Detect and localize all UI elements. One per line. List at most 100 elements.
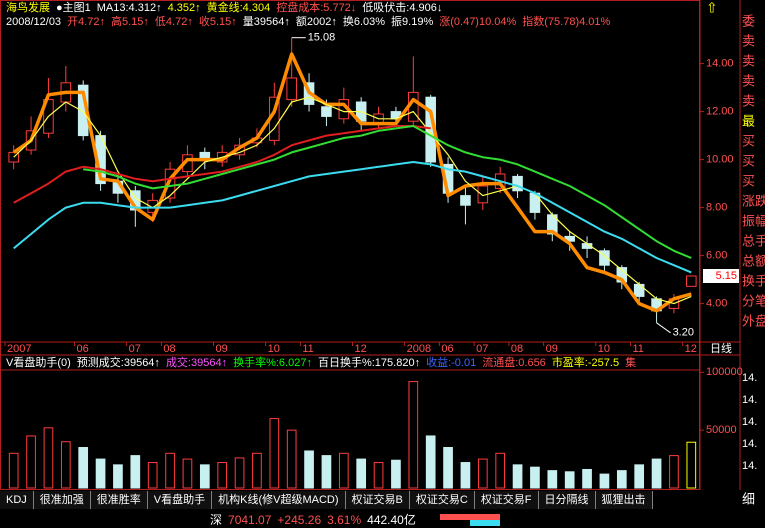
volume-bar [564, 471, 575, 489]
volume-bar [686, 441, 697, 489]
indicator-line [83, 125, 692, 259]
status-bar [470, 520, 500, 526]
panel-label: 细 [742, 491, 755, 506]
header-line: 海鸟发展 ●主图1 MA13:4.312↑ 4.352↑ 黄金线:4.304 控盘成本:5… [6, 1, 448, 15]
volume-bar [391, 459, 401, 489]
info-text: 指数(75.78)4.01% [522, 16, 611, 28]
panel-label: 卖 [742, 73, 755, 88]
panel-label: 卖 [742, 53, 755, 68]
info-text: V看盘助手(0) [6, 357, 71, 369]
panel-value: 14. [742, 372, 757, 384]
volume-bar [286, 429, 297, 489]
icon[interactable]: ⇧ [706, 0, 718, 16]
status-bar: 深 7041.07 +245.26 3.61% 442.40亿 [210, 511, 422, 528]
volume-bar [217, 462, 228, 489]
candle-body [164, 168, 176, 199]
volume-bar [113, 464, 123, 489]
x-tick-label: 08 [511, 343, 523, 355]
tab[interactable]: 狐狸出击 [595, 491, 653, 509]
volume-bar [669, 455, 679, 489]
tab[interactable]: 很准胜率 [90, 491, 148, 509]
info-text: 深 [210, 513, 223, 527]
annotation: 3.20 [673, 327, 694, 339]
volume-bar [408, 381, 419, 489]
volume-bar [651, 458, 662, 489]
indicator-line [13, 96, 692, 305]
candle-body [686, 275, 697, 287]
volume-header: V看盘助手(0) 预测成交:39564↑ 成交:39564↑ 换手率%:6.027↑ 百… [6, 356, 642, 370]
tab[interactable]: V看盘助手 [147, 491, 213, 509]
indicator-line [13, 161, 692, 274]
panel-label: 买 [742, 153, 755, 168]
info-text: 3.61% [327, 513, 362, 527]
info-text: 额2002↑ [295, 16, 337, 28]
panel-label: 最 [742, 113, 755, 128]
volume-bar [530, 466, 540, 489]
info-text: 集 [625, 357, 637, 369]
info-text: 换6.03% [342, 16, 386, 28]
x-tick-label: 06 [441, 343, 453, 355]
tab[interactable]: 权证交易B [345, 491, 410, 509]
x-tick-label: 12 [355, 343, 367, 355]
x-tick-label: 10 [268, 343, 280, 355]
tab[interactable]: KDJ [0, 491, 34, 509]
panel-label: 振幅 [742, 213, 765, 228]
tab[interactable]: 权证交易C [409, 491, 475, 509]
y-tick-label: 100000 [706, 366, 743, 378]
panel-label: 卖 [742, 93, 755, 108]
volume-bar [616, 470, 627, 489]
price-tag-label: 5.15 [716, 270, 737, 282]
volume-bar [95, 458, 106, 489]
info-text: 高5.15↑ [110, 16, 149, 28]
candle-body [460, 195, 471, 206]
volume-bar [495, 452, 506, 489]
tab[interactable]: 很准加强 [33, 491, 91, 509]
x-tick-label: 2008 [407, 343, 431, 355]
x-tick-label: 08 [163, 343, 175, 355]
panel-value: 14. [742, 394, 757, 406]
panel-label: 总额 [742, 253, 765, 268]
x-tick-label: 11 [302, 343, 313, 355]
x-tick-label: 09 [546, 343, 558, 355]
volume-bar [269, 418, 280, 489]
y-tick-label: 50000 [706, 424, 737, 436]
info-text: 涨(0.47)10.04% [439, 16, 517, 28]
y-tick-label: 14.00 [706, 58, 734, 70]
y-tick-label: 6.00 [706, 250, 727, 262]
volume-bar [78, 447, 89, 489]
info-text: MA13:4.312↑ [96, 2, 162, 14]
info-text: 市盈率:-257.5 [551, 357, 620, 369]
panel-label: 卖 [742, 33, 755, 48]
indicator-line [12, 52, 692, 313]
volume-bar [425, 435, 436, 489]
tab-bar: KDJ 很准加强 很准胜率 V看盘助手 机构K线(修V超级MACD) 权证交易B 权证交易C… [0, 491, 653, 509]
panel-label: 总手 [742, 233, 765, 248]
tab[interactable]: 机构K线(修V超级MACD) [212, 491, 346, 509]
info-text: 黄金线:4.304 [206, 2, 271, 14]
panel-label: 分笔 [742, 293, 765, 308]
x-tick-label: 10 [598, 343, 610, 355]
info-text: ●主图1 [56, 2, 91, 14]
x-tick-label: 07 [129, 343, 141, 355]
volume-bar [234, 457, 245, 489]
panel-value: 14. [742, 460, 757, 472]
y-tick-label: 12.00 [706, 106, 734, 118]
volume-bar [252, 452, 262, 489]
indicator-line [13, 125, 431, 204]
info-text: 流通盘:0.656 [482, 357, 546, 369]
tab[interactable]: 日分隔线 [538, 491, 596, 509]
status-bar [440, 514, 500, 520]
candle-body [512, 175, 523, 192]
price-tag [703, 269, 739, 283]
volume-bar [147, 462, 158, 489]
tab[interactable]: 权证交易F [474, 491, 539, 509]
volume-bar [182, 458, 193, 489]
y-tick-label: 8.00 [706, 202, 727, 214]
info-text: 442.40亿 [367, 513, 416, 527]
panel-label: 委 [742, 13, 755, 28]
info-text: 2008/12/03 [6, 16, 62, 28]
candle-body [8, 151, 19, 163]
panel-label: 换手 [742, 273, 765, 288]
